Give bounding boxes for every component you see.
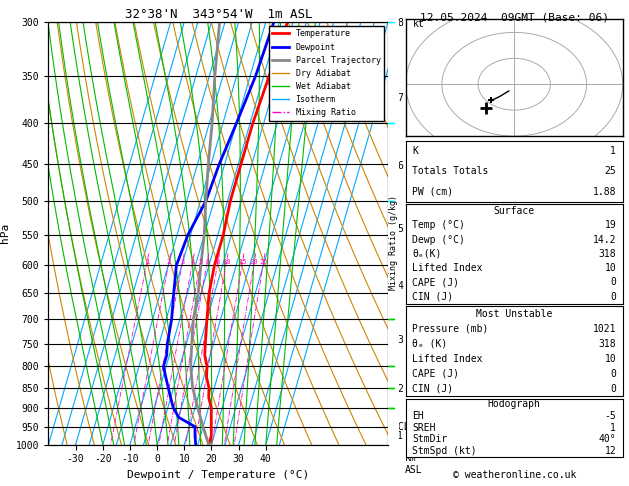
Text: 10: 10 [222, 260, 231, 265]
Y-axis label: hPa: hPa [1, 223, 10, 243]
Text: 1: 1 [610, 423, 616, 433]
Text: 0: 0 [610, 292, 616, 302]
Text: 3: 3 [181, 260, 185, 265]
Text: LCL: LCL [392, 422, 410, 432]
Text: 4: 4 [191, 260, 194, 265]
Text: 12: 12 [604, 446, 616, 456]
Text: 20: 20 [250, 260, 259, 265]
Text: CAPE (J): CAPE (J) [412, 278, 459, 287]
Text: 1: 1 [145, 260, 149, 265]
Text: θₑ(K): θₑ(K) [412, 249, 442, 259]
Text: 8: 8 [216, 260, 220, 265]
Text: km
ASL: km ASL [405, 453, 423, 475]
Legend: Temperature, Dewpoint, Parcel Trajectory, Dry Adiabat, Wet Adiabat, Isotherm, Mi: Temperature, Dewpoint, Parcel Trajectory… [269, 26, 384, 121]
Text: 1.88: 1.88 [593, 187, 616, 196]
Text: 0: 0 [610, 368, 616, 379]
Text: Mixing Ratio (g/kg): Mixing Ratio (g/kg) [389, 195, 398, 291]
Text: 15: 15 [238, 260, 247, 265]
Text: 5: 5 [198, 260, 203, 265]
Text: CIN (J): CIN (J) [412, 292, 454, 302]
Text: Dewp (°C): Dewp (°C) [412, 235, 465, 245]
Text: 10: 10 [604, 354, 616, 364]
Text: Lifted Index: Lifted Index [412, 354, 482, 364]
Text: 12.05.2024  09GMT (Base: 06): 12.05.2024 09GMT (Base: 06) [420, 12, 609, 22]
Text: Pressure (mb): Pressure (mb) [412, 324, 489, 334]
Title: 32°38'N  343°54'W  1m ASL: 32°38'N 343°54'W 1m ASL [125, 8, 312, 21]
Text: StmSpd (kt): StmSpd (kt) [412, 446, 477, 456]
Text: EH: EH [412, 411, 424, 421]
Text: 318: 318 [599, 339, 616, 348]
Text: Lifted Index: Lifted Index [412, 263, 482, 273]
Text: kt: kt [413, 19, 425, 29]
Text: 25: 25 [259, 260, 268, 265]
Text: 6: 6 [205, 260, 209, 265]
Text: 2: 2 [167, 260, 171, 265]
Text: CIN (J): CIN (J) [412, 383, 454, 394]
Text: 10: 10 [604, 263, 616, 273]
Text: 1021: 1021 [593, 324, 616, 334]
Text: Most Unstable: Most Unstable [476, 309, 552, 319]
Text: K: K [412, 146, 418, 156]
Text: Hodograph: Hodograph [487, 399, 541, 409]
Text: CAPE (J): CAPE (J) [412, 368, 459, 379]
Text: 318: 318 [599, 249, 616, 259]
Text: Totals Totals: Totals Totals [412, 166, 489, 176]
Text: 19: 19 [604, 221, 616, 230]
X-axis label: Dewpoint / Temperature (°C): Dewpoint / Temperature (°C) [127, 470, 309, 480]
Text: 0: 0 [610, 278, 616, 287]
Text: 25: 25 [604, 166, 616, 176]
Text: 14.2: 14.2 [593, 235, 616, 245]
Text: SREH: SREH [412, 423, 436, 433]
Text: StmDir: StmDir [412, 434, 447, 444]
Text: 1: 1 [610, 146, 616, 156]
Text: θₑ (K): θₑ (K) [412, 339, 447, 348]
Text: 0: 0 [610, 383, 616, 394]
Text: Surface: Surface [494, 206, 535, 216]
Text: PW (cm): PW (cm) [412, 187, 454, 196]
Text: -5: -5 [604, 411, 616, 421]
Text: © weatheronline.co.uk: © weatheronline.co.uk [452, 470, 576, 480]
Text: 40°: 40° [599, 434, 616, 444]
Text: Temp (°C): Temp (°C) [412, 221, 465, 230]
